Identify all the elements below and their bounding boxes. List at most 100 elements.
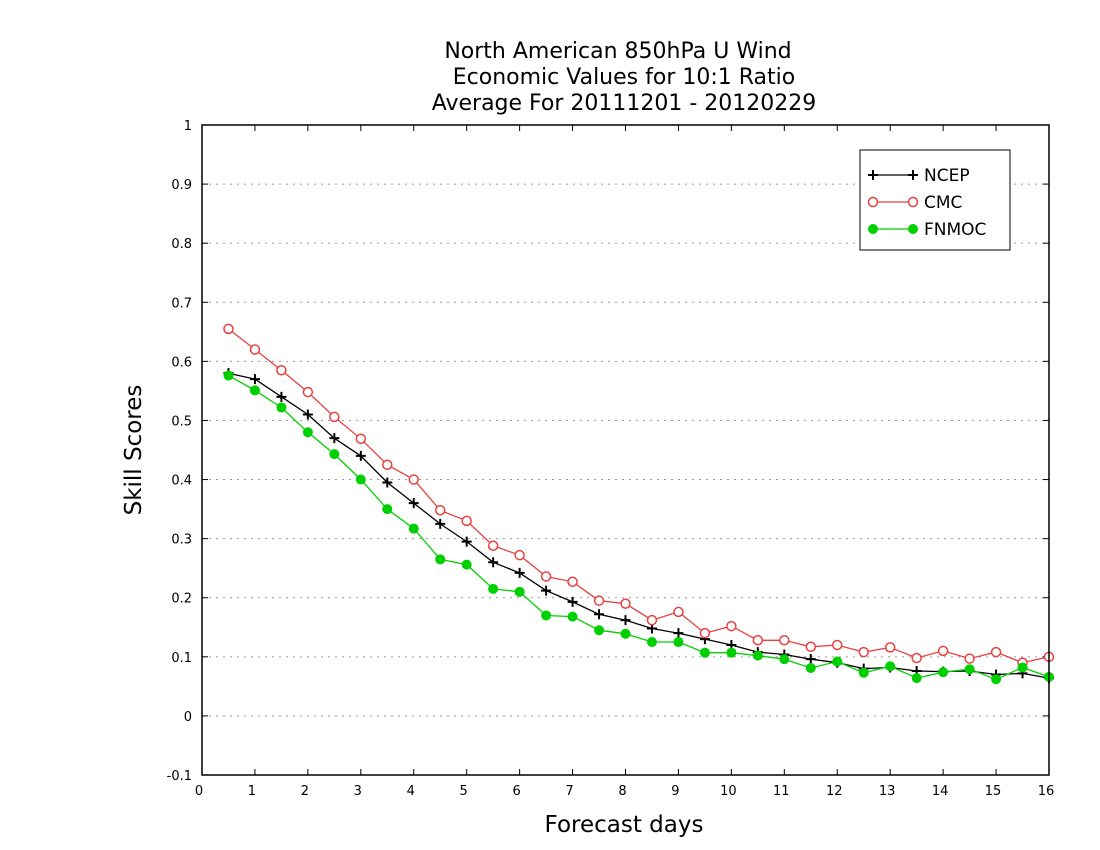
data-point-cmc [832,639,843,651]
data-point-cmc [726,620,737,632]
data-point-fnmoc [673,637,684,648]
data-point-fnmoc [276,402,287,413]
data-point-ncep [382,477,393,488]
data-point-fnmoc [911,673,922,684]
title-line-2: Economic Values for 10:1 Ratio [453,65,795,90]
data-point-fnmoc [329,449,340,460]
data-point-cmc [434,505,446,516]
data-point-fnmoc [752,650,763,661]
series-line-fnmoc [228,374,1050,681]
data-point-fnmoc [594,625,605,636]
data-point-cmc [646,614,658,626]
data-point-fnmoc [541,610,552,621]
legend-box [859,149,1011,251]
x-tick-label: 1 [248,784,256,799]
y-tick-label: 0.7 [171,296,192,311]
title-line-1: North American 850hPa U Wind [444,39,791,64]
data-point-ncep [329,433,340,444]
data-point-fnmoc [699,647,710,658]
legend-item-cmc: CMC [867,193,962,213]
data-point-fnmoc [938,667,949,678]
y-tick-label: 0.2 [171,592,192,607]
data-point-fnmoc [885,661,896,672]
x-tick-label: 12 [826,784,843,799]
data-point-fnmoc [1017,662,1028,673]
legend-label-fnmoc: FNMOC [924,220,986,240]
series-line-ncep [228,372,1050,679]
legend-marker-ncep [908,170,918,180]
data-point-fnmoc [408,523,419,534]
data-point-cmc [487,540,499,551]
data-point-fnmoc [991,674,1002,685]
data-point-cmc [382,459,393,471]
data-point-cmc [329,411,340,423]
legend-label-cmc: CMC [924,193,962,213]
legend-marker-cmc [867,196,879,208]
legend-item-fnmoc: FNMOC [868,220,986,240]
y-tick-label: 0.4 [171,474,192,489]
data-point-ncep [673,628,684,639]
x-tick-label: 15 [985,784,1002,799]
data-point-cmc [805,641,817,653]
gridlines [202,183,1049,717]
series-lines [223,323,1055,685]
data-point-fnmoc [382,504,393,515]
data-point-cmc [355,433,367,445]
x-tick-label: 0 [195,784,203,799]
legend-marker-fnmoc [868,224,878,234]
data-point-fnmoc [488,583,499,594]
data-point-cmc [699,627,711,639]
legend-marker-cmc [907,196,919,208]
data-point-cmc [249,344,261,355]
x-tick-label: 6 [512,784,520,799]
x-tick-label: 10 [720,784,737,799]
series-fnmoc [223,370,1054,685]
x-tick-label: 14 [932,784,949,799]
plot-frame [201,124,1050,776]
data-point-ncep [594,609,605,620]
axis-ticks: -0.100.10.20.30.40.50.60.70.80.910 1 2 3 4 5 6… [167,119,1055,799]
y-tick-label: -0.1 [167,769,192,784]
data-point-fnmoc [779,654,790,665]
data-point-fnmoc [461,559,472,570]
data-point-fnmoc [223,370,234,381]
data-point-ncep [620,615,631,626]
data-point-fnmoc [832,656,843,667]
data-point-ncep [514,567,525,578]
y-tick-label: 0.1 [171,651,192,666]
y-tick-label: 0.3 [171,533,192,548]
data-point-ncep [302,409,313,420]
data-point-cmc [567,576,578,588]
data-point-ncep [435,518,446,529]
data-point-fnmoc [302,427,313,438]
data-point-cmc [779,635,790,646]
data-point-ncep [355,450,366,461]
data-point-ncep [408,498,419,509]
chart-title: North American 850hPa U Wind Economic Va… [432,39,817,116]
series-ncep [223,368,1054,684]
data-point-cmc [858,646,869,658]
data-point-fnmoc [435,554,446,565]
data-point-ncep [276,391,287,402]
data-point-cmc [593,595,605,606]
y-tick-label: 0.8 [171,237,192,252]
x-tick-label: 11 [773,784,790,799]
legend-marker-ncep [868,170,878,180]
data-point-cmc [223,323,234,335]
data-point-ncep [567,596,578,607]
y-tick-label: 0.6 [171,355,192,370]
data-point-fnmoc [858,667,869,678]
data-point-fnmoc [620,628,631,639]
data-point-fnmoc [355,474,366,485]
data-point-ncep [461,536,472,547]
legend-marker-fnmoc [908,224,918,234]
title-line-3: Average For 20111201 - 20120229 [432,91,817,116]
data-point-cmc [964,653,975,664]
y-tick-label: 1 [184,119,192,134]
x-tick-label: 2 [301,784,309,799]
data-point-fnmoc [726,647,737,658]
data-point-cmc [540,571,552,582]
data-point-ncep [541,585,552,596]
data-point-fnmoc [567,611,578,622]
y-tick-label: 0.5 [171,414,192,429]
